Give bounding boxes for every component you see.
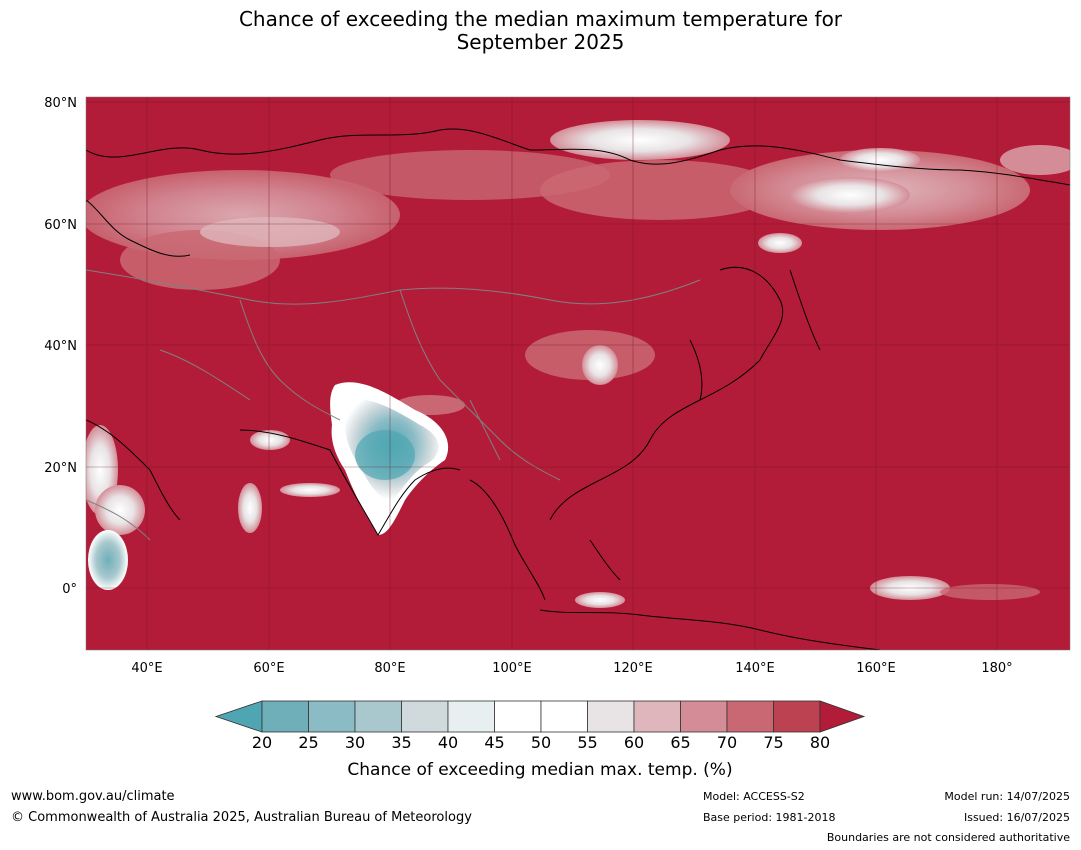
lon-label-120e: 120°E — [613, 661, 653, 676]
colorbar-label: Chance of exceeding median max. temp. (%… — [347, 760, 732, 780]
colorbar: 20 25 30 35 40 45 50 55 60 65 70 75 80 Chance of exc… — [214, 700, 866, 780]
footer-model-run: Model run: 14/07/2025 — [944, 790, 1070, 803]
lon-label-80e: 80°E — [374, 661, 405, 676]
colorbar-swatch — [261, 700, 309, 733]
map-area — [86, 97, 1070, 650]
colorbar-tick-label: 20 — [252, 733, 272, 752]
lat-labels: 80°N 60°N 40°N 20°N 0° — [44, 96, 77, 597]
map-frame — [85, 96, 1071, 651]
lat-label-60n: 60°N — [44, 218, 77, 233]
colorbar-tick-label: 60 — [624, 733, 644, 752]
colorbar-tick-label: 70 — [717, 733, 737, 752]
lat-label-0: 0° — [62, 582, 77, 597]
footer-model: Model: ACCESS-S2 — [703, 790, 805, 803]
lon-label-180: 180° — [981, 661, 1012, 676]
colorbar-swatch — [773, 700, 821, 733]
title-line-2: September 2025 — [456, 30, 625, 54]
lon-label-60e: 60°E — [253, 661, 284, 676]
lon-label-140e: 140°E — [735, 661, 775, 676]
colorbar-extend-high — [819, 700, 866, 733]
colorbar-tick-label: 50 — [531, 733, 551, 752]
lon-label-160e: 160°E — [856, 661, 896, 676]
colorbar-swatch — [401, 700, 449, 733]
title-line-1: Chance of exceeding the median maximum t… — [238, 7, 843, 31]
colorbar-swatches — [214, 700, 866, 733]
colorbar-swatch — [447, 700, 495, 733]
colorbar-swatch — [308, 700, 356, 733]
footer-copyright: © Commonwealth of Australia 2025, Austra… — [11, 810, 472, 825]
footer-issued: Issued: 16/07/2025 — [964, 811, 1070, 824]
footer: www.bom.gov.au/climate © Commonwealth of… — [11, 789, 1070, 844]
lon-label-40e: 40°E — [131, 661, 162, 676]
graticule — [86, 97, 1070, 650]
colorbar-tick-label: 35 — [391, 733, 411, 752]
colorbar-tick-label: 75 — [763, 733, 783, 752]
colorbar-swatch — [680, 700, 728, 733]
country-borders — [86, 269, 701, 541]
footer-boundaries-note: Boundaries are not considered authoritat… — [827, 831, 1070, 844]
colorbar-swatch — [726, 700, 774, 733]
colorbar-extend-low — [214, 700, 263, 733]
colorbar-tick-label: 30 — [345, 733, 365, 752]
chart-title: Chance of exceeding the median maximum t… — [0, 8, 1081, 54]
footer-base-period: Base period: 1981-2018 — [703, 811, 835, 824]
probability-shading — [86, 120, 1070, 608]
colorbar-tick-label: 40 — [438, 733, 458, 752]
lat-label-20n: 20°N — [44, 461, 77, 476]
colorbar-tick-label: 55 — [577, 733, 597, 752]
footer-website: www.bom.gov.au/climate — [11, 789, 175, 804]
colorbar-tick-label: 80 — [810, 733, 830, 752]
lat-label-80n: 80°N — [44, 96, 77, 111]
colorbar-tick-label: 65 — [670, 733, 690, 752]
colorbar-swatch — [540, 700, 588, 733]
colorbar-tick-label: 25 — [298, 733, 318, 752]
colorbar-ticks: 20 25 30 35 40 45 50 55 60 65 70 75 80 — [252, 733, 830, 752]
lon-labels: 40°E 60°E 80°E 100°E 120°E 140°E 160°E 1… — [131, 661, 1012, 676]
colorbar-tick-label: 45 — [484, 733, 504, 752]
colorbar-swatch — [494, 700, 542, 733]
colorbar-swatch — [354, 700, 402, 733]
lon-label-100e: 100°E — [492, 661, 532, 676]
coastlines — [86, 128, 1070, 650]
colorbar-swatch — [633, 700, 681, 733]
lat-label-40n: 40°N — [44, 339, 77, 354]
colorbar-swatch — [587, 700, 635, 733]
